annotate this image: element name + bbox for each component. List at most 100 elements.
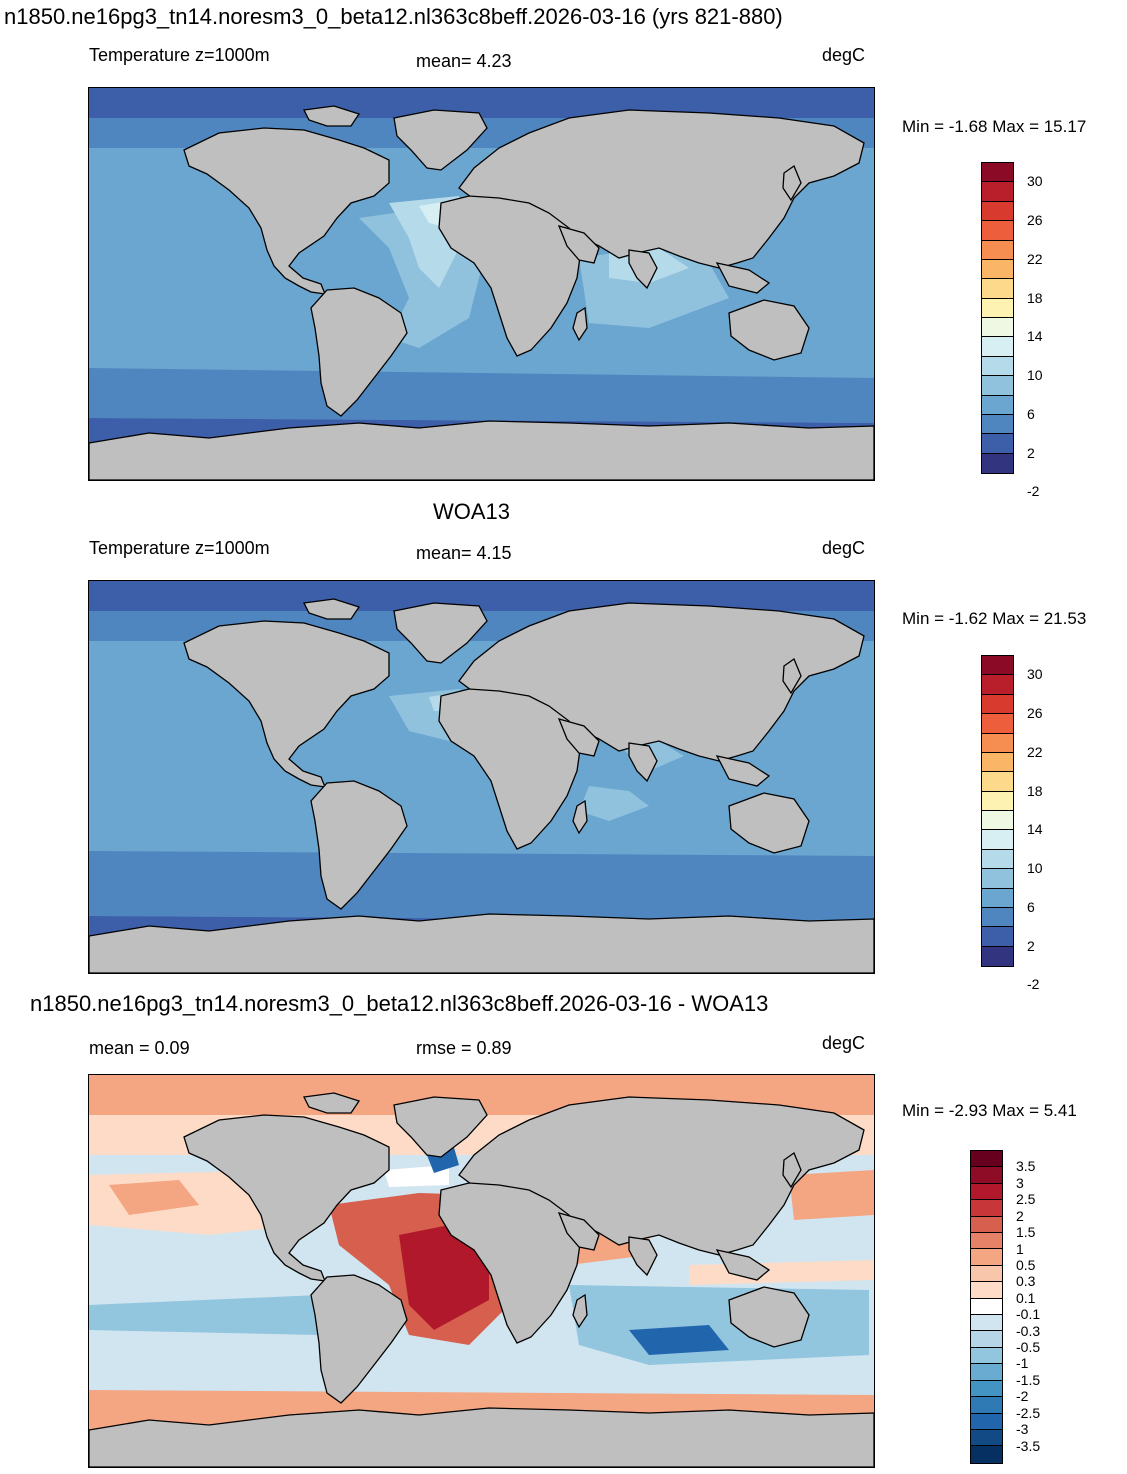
colorbar-tick-label: 14: [1027, 821, 1043, 838]
colorbar-swatch: [982, 811, 1013, 831]
colorbar-swatch: [982, 201, 1013, 222]
colorbar-swatch: [971, 1331, 1002, 1348]
colorbar-tick-label: 6: [1027, 405, 1035, 422]
colorbar-swatch: [982, 830, 1013, 850]
temperature-contour-band: [89, 1295, 319, 1335]
colorbar-2: [981, 655, 1014, 967]
coastline: [303, 1092, 361, 1114]
colorbar-tick-label: 0.3: [1016, 1273, 1036, 1290]
colorbar-swatch: [982, 694, 1013, 715]
coastline: [628, 1236, 658, 1277]
colorbar-tick-label: 18: [1027, 289, 1043, 306]
colorbar-tick-label: -0.3: [1016, 1322, 1041, 1339]
temperature-contour-band: [89, 581, 874, 611]
coastline: [438, 1182, 582, 1344]
minmax-label-2: Min = -1.62 Max = 21.53: [902, 609, 1087, 628]
colorbar-tick-label: -0.1: [1016, 1306, 1041, 1323]
colorbar-tick-label: 14: [1027, 328, 1043, 345]
colorbar-tick-label: -3: [1016, 1421, 1029, 1438]
temperature-contour-band: [89, 851, 874, 921]
coastline: [715, 755, 771, 787]
colorbar-swatch: [971, 1347, 1002, 1365]
coastline: [782, 1152, 802, 1189]
map-panel-model: [88, 87, 875, 481]
colorbar-tick-label: 2: [1027, 937, 1035, 954]
colorbar-swatch: [982, 869, 1013, 889]
panel-title-3: n1850.ne16pg3_tn14.noresm3_0_beta12.nl36…: [30, 991, 769, 1016]
temperature-contour-band: [569, 1285, 869, 1365]
colorbar-tick-label: -2: [1027, 483, 1040, 500]
colorbar-swatch: [982, 946, 1013, 966]
colorbar-swatch: [982, 772, 1013, 792]
temperature-contour-band: [384, 1165, 449, 1187]
main-title: n1850.ne16pg3_tn14.noresm3_0_beta12.nl36…: [4, 4, 783, 29]
mean-label-1: mean= 4.23: [416, 51, 512, 71]
coastline: [572, 306, 588, 342]
rmse-label: rmse = 0.89: [416, 1038, 512, 1058]
colorbar-tick-label: 6: [1027, 898, 1035, 915]
colorbar-swatch: [982, 356, 1013, 377]
colorbar-tick-label: 0.1: [1016, 1289, 1036, 1306]
mean-diff-label: mean = 0.09: [89, 1038, 190, 1058]
colorbar-swatch: [971, 1233, 1002, 1250]
coastline: [557, 1212, 600, 1251]
variable-label-2: Temperature z=1000m: [89, 538, 270, 558]
units-label-3: degC: [822, 1033, 866, 1053]
colorbar-swatch: [971, 1298, 1002, 1316]
coastline: [89, 1407, 874, 1467]
colorbar-tick-label: -3.5: [1016, 1437, 1041, 1454]
temperature-contour-band: [629, 1325, 729, 1355]
colorbar-1: [981, 162, 1014, 474]
colorbar-tick-label: -2: [1016, 1388, 1029, 1405]
colorbar-swatch: [971, 1167, 1002, 1184]
coastline: [393, 602, 488, 664]
colorbar-swatch: [982, 927, 1013, 947]
colorbar-tick-label: 10: [1027, 367, 1043, 384]
colorbar-swatch: [982, 240, 1013, 260]
coastline: [628, 249, 658, 290]
colorbar-swatch: [971, 1413, 1002, 1430]
colorbar-swatch: [971, 1216, 1002, 1234]
coastline: [183, 1114, 390, 1282]
colorbar-tick-label: 2: [1027, 444, 1035, 461]
coastline: [393, 109, 488, 171]
temperature-contour-band: [789, 1170, 874, 1220]
coastline: [183, 127, 390, 295]
colorbar-swatch: [982, 656, 1013, 676]
colorbar-swatch: [971, 1265, 1002, 1283]
coastline: [393, 1096, 488, 1158]
colorbar-swatch: [982, 298, 1013, 318]
coastline: [557, 718, 600, 757]
map-panel-woa13: [88, 580, 875, 974]
world-map: [89, 581, 874, 973]
colorbar-tick-label: 26: [1027, 212, 1043, 229]
colorbar-tick-label: 2: [1016, 1207, 1024, 1224]
colorbar-tick-label: 22: [1027, 250, 1043, 267]
coastline: [728, 299, 810, 361]
units-label-1: degC: [822, 45, 866, 65]
coastline: [715, 262, 771, 294]
mean-label-2: mean= 4.15: [416, 543, 512, 563]
minmax-label-3: Min = -2.93 Max = 5.41: [902, 1101, 1077, 1120]
colorbar-swatch: [971, 1429, 1002, 1447]
coastline: [310, 287, 408, 417]
colorbar-swatch: [971, 1315, 1002, 1332]
temperature-contour-band: [89, 88, 874, 118]
coastline: [310, 1274, 408, 1404]
coastline: [183, 620, 390, 788]
coastline: [310, 780, 408, 910]
colorbar-3: [970, 1150, 1003, 1464]
colorbar-tick-label: 3.5: [1016, 1158, 1036, 1175]
coastline: [782, 658, 802, 695]
colorbar-tick-label: -1.5: [1016, 1371, 1041, 1388]
colorbar-swatch: [982, 888, 1013, 908]
temperature-contour-band: [579, 786, 649, 821]
colorbar-tick-label: -1: [1016, 1355, 1029, 1372]
coastline: [438, 195, 582, 357]
coastline: [728, 1286, 810, 1348]
colorbar-swatch: [982, 849, 1013, 870]
coastline: [715, 1249, 771, 1281]
colorbar-swatch: [982, 675, 1013, 695]
variable-label-1: Temperature z=1000m: [89, 45, 270, 65]
coastline: [303, 105, 361, 127]
